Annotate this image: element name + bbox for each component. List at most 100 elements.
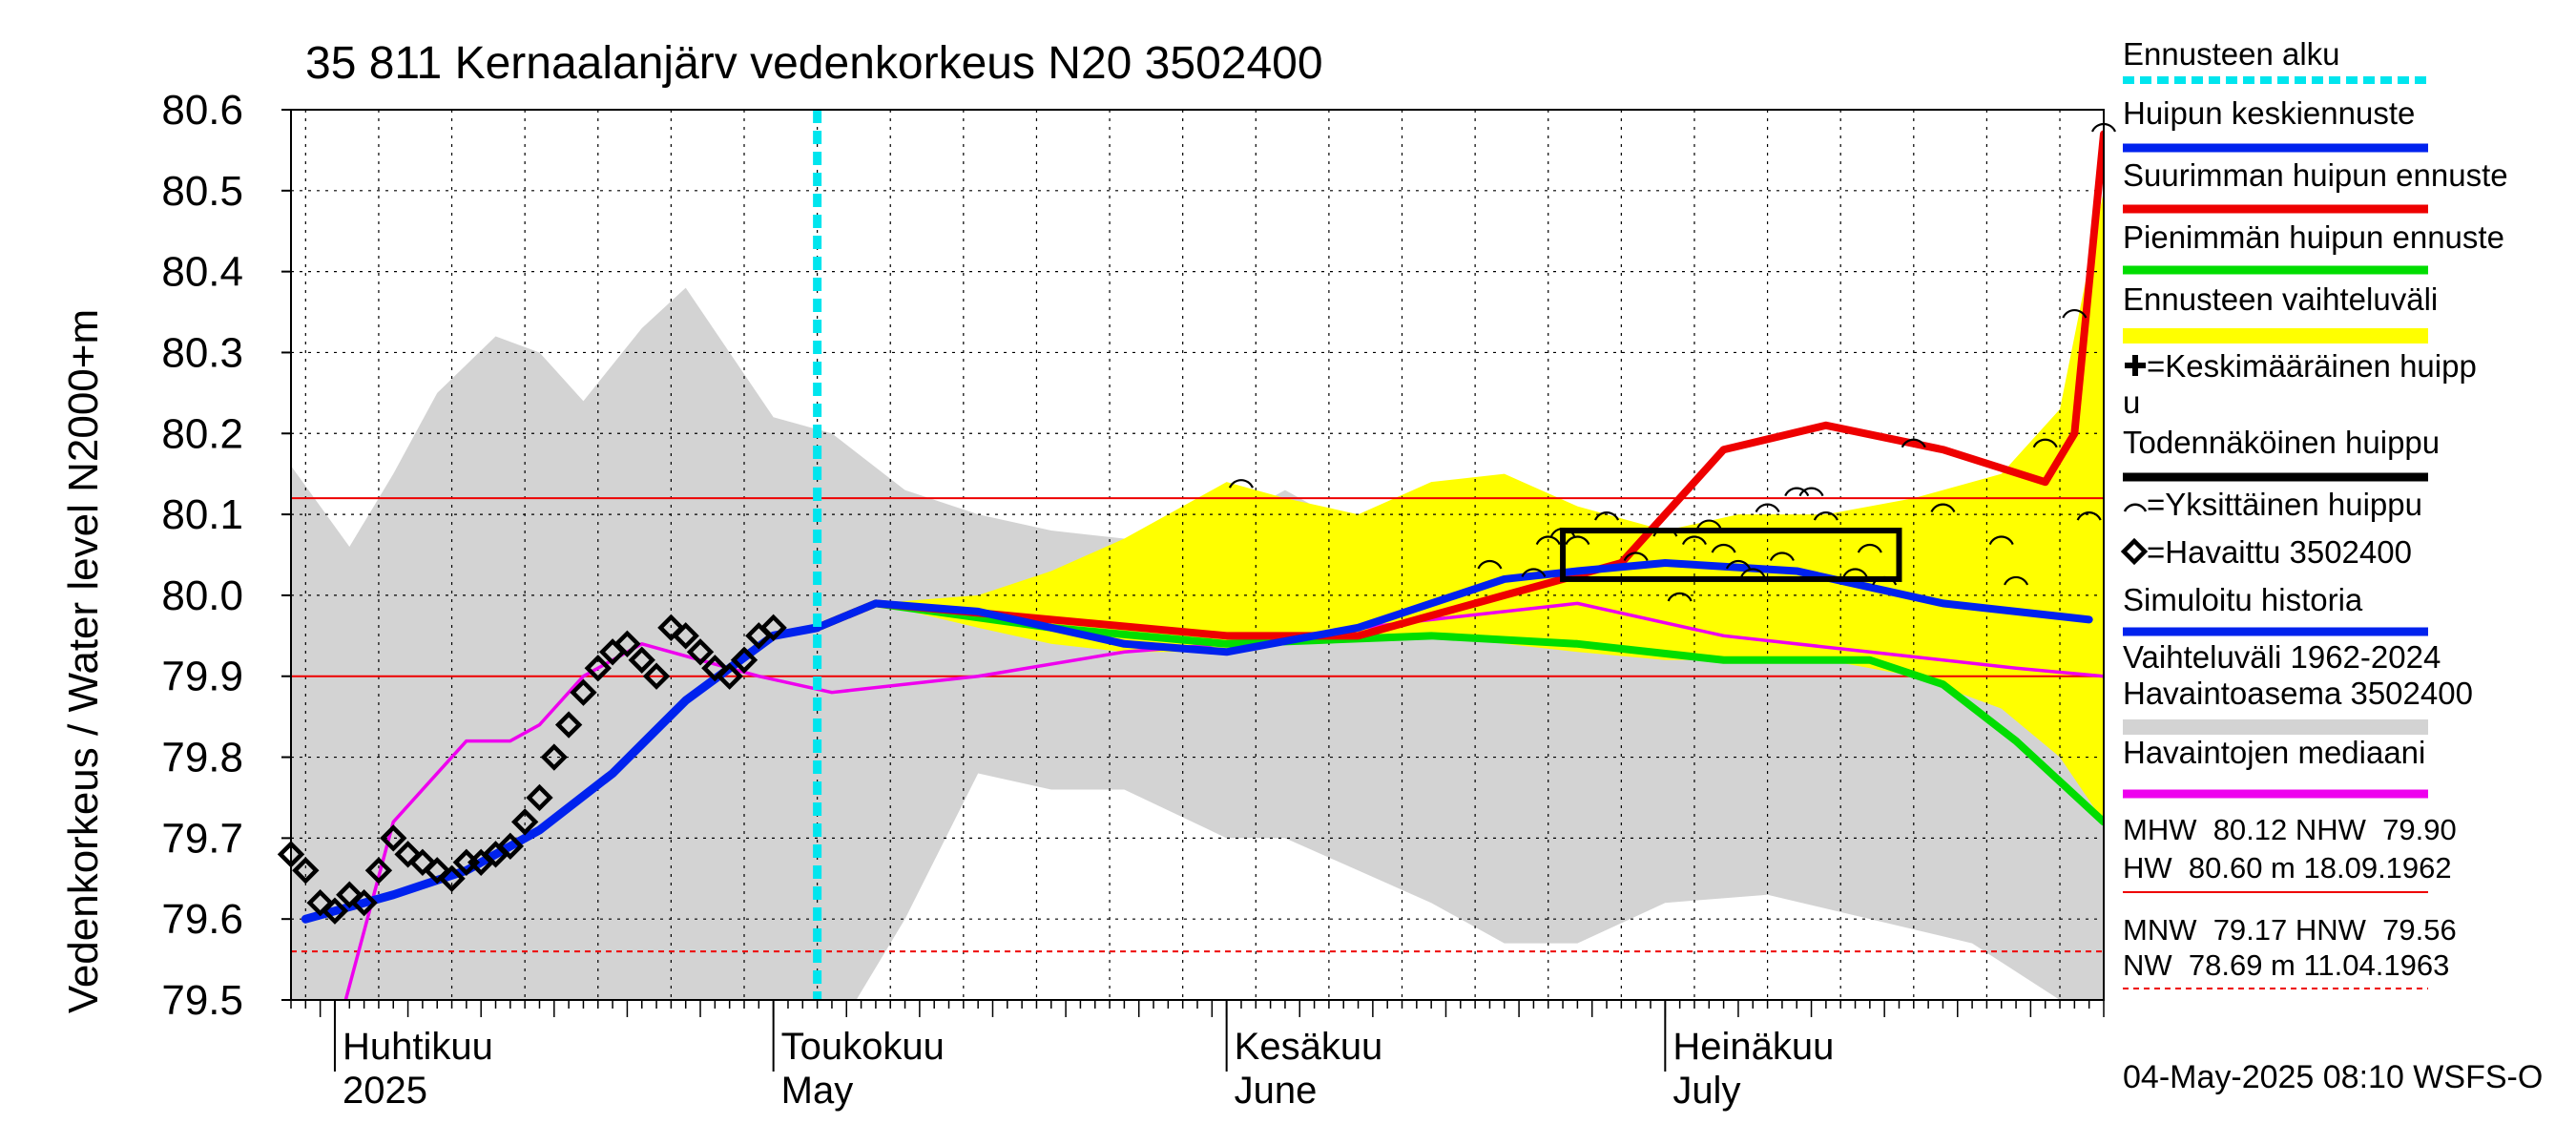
legend-label: u bbox=[2123, 385, 2140, 420]
observed-marker bbox=[394, 841, 422, 868]
forecast-range-band bbox=[817, 190, 2104, 822]
timestamp: 04-May-2025 08:10 WSFS-O bbox=[2123, 1059, 2543, 1095]
legend-label: Ennusteen vaihteluväli bbox=[2123, 281, 2438, 317]
individual-peak-marker bbox=[1477, 559, 1503, 570]
individual-peak-marker bbox=[1740, 568, 1766, 577]
stats-line: MNW 79.17 HNW 79.56 bbox=[2123, 913, 2457, 947]
y-tick-label: 80.6 bbox=[161, 87, 243, 134]
y-axis-label: Vedenkorkeus / Water level N2000+m bbox=[60, 309, 107, 1013]
observed-marker bbox=[540, 743, 568, 771]
individual-peak-marker bbox=[1535, 535, 1561, 546]
observed-marker bbox=[716, 662, 743, 690]
observed-marker bbox=[730, 646, 758, 674]
observed-marker bbox=[759, 614, 787, 642]
legend-label: Todennäköinen huippu bbox=[2123, 425, 2440, 460]
individual-peak-marker bbox=[1930, 503, 1956, 513]
observed-marker bbox=[306, 889, 334, 917]
plot-area: 79.5 79.6 79.7 79.8 79.9 80.0 80.1 80.2 80.3 80.4… bbox=[161, 87, 2117, 1112]
x-month-label-en: July bbox=[1672, 1070, 1740, 1112]
legend-swatch bbox=[2123, 719, 2428, 735]
y-tick-label: 79.6 bbox=[161, 896, 243, 943]
individual-peak-marker bbox=[1228, 479, 1254, 489]
observed-marker bbox=[350, 889, 378, 917]
max-peak-forecast-line bbox=[813, 130, 2104, 640]
x-month-label: Huhtikuu bbox=[343, 1026, 493, 1068]
x-month-label: Kesäkuu bbox=[1235, 1026, 1383, 1068]
legend-swatch bbox=[2120, 537, 2149, 566]
y-tick-label: 79.8 bbox=[161, 735, 243, 781]
individual-peak-marker bbox=[1857, 543, 1882, 553]
observed-marker bbox=[364, 857, 393, 885]
observed-marker bbox=[642, 662, 671, 690]
individual-peak-marker bbox=[1521, 568, 1547, 577]
individual-peak-marker bbox=[1842, 568, 1868, 577]
individual-peak-marker bbox=[2004, 575, 2029, 586]
y-tick-label: 79.5 bbox=[161, 977, 243, 1024]
grid bbox=[291, 109, 2104, 1001]
individual-peak-marker bbox=[2062, 309, 2088, 319]
individual-peak-marker bbox=[1711, 543, 1736, 553]
y-tick-label: 79.7 bbox=[161, 815, 243, 862]
individual-peak-marker bbox=[1798, 487, 1824, 497]
legend-label: Huipun keskiennuste bbox=[2123, 95, 2415, 131]
legend-label: =Havaittu 3502400 bbox=[2147, 534, 2412, 570]
legend: Ennusteen alku Huipun keskiennuste Suurimm… bbox=[2120, 36, 2508, 799]
individual-peak-marker bbox=[1784, 487, 1810, 497]
legend-label: Ennusteen alku bbox=[2123, 36, 2340, 72]
x-month-label-en: June bbox=[1235, 1070, 1318, 1112]
min-peak-forecast-line bbox=[813, 599, 2104, 826]
stats-line: NW 78.69 m 11.04.1963 bbox=[2123, 948, 2449, 982]
y-tick-label: 80.5 bbox=[161, 168, 243, 215]
x-month-label-en: 2025 bbox=[343, 1070, 427, 1112]
observed-marker bbox=[496, 832, 525, 861]
observed-marker bbox=[526, 783, 553, 812]
legend-label: Vaihteluväli 1962-2024 bbox=[2123, 639, 2441, 675]
y-tick-label: 80.0 bbox=[161, 572, 243, 619]
observed-marker bbox=[424, 857, 451, 885]
individual-peak-marker bbox=[1696, 519, 1722, 530]
observed-marker bbox=[672, 622, 699, 650]
probable-peak-box bbox=[1560, 528, 1902, 582]
observed-marker bbox=[336, 881, 364, 908]
stats-line: MHW 80.12 NHW 79.90 bbox=[2123, 813, 2457, 846]
statistics-block: MHW 80.12 NHW 79.90 HW 80.60 m 18.09.1962… bbox=[2123, 813, 2457, 989]
individual-peak-marker bbox=[1725, 559, 1751, 570]
observed-marker bbox=[701, 655, 729, 682]
observed-marker bbox=[292, 857, 320, 885]
observed-marker bbox=[408, 848, 437, 876]
x-month-label: Toukokuu bbox=[781, 1026, 945, 1068]
observed-marker bbox=[613, 630, 641, 657]
x-month-label: Heinäkuu bbox=[1672, 1026, 1834, 1068]
individual-peak-marker bbox=[1594, 511, 1620, 521]
legend-label: Suurimman huipun ennuste bbox=[2123, 157, 2508, 193]
individual-peak-marker bbox=[1623, 552, 1649, 562]
legend-label: Havaintojen mediaani bbox=[2123, 735, 2425, 770]
individual-peak-marker bbox=[1667, 592, 1693, 602]
individual-peak-marker bbox=[1681, 535, 1707, 546]
observed-marker bbox=[510, 808, 539, 836]
y-tick-label: 80.3 bbox=[161, 329, 243, 376]
individual-peak-marker bbox=[1988, 535, 2014, 546]
legend-swatch bbox=[2123, 503, 2148, 512]
observed-marker bbox=[584, 655, 612, 682]
legend-label: Simuloitu historia bbox=[2123, 582, 2363, 617]
legend-label: Havaintoasema 3502400 bbox=[2123, 676, 2473, 711]
individual-peak-marker bbox=[2076, 511, 2102, 521]
chart-title: 35 811 Kernaalanjärv vedenkorkeus N20 35… bbox=[305, 38, 1323, 89]
x-month-label-en: May bbox=[781, 1070, 854, 1112]
median-line bbox=[291, 601, 2104, 1000]
observed-marker bbox=[380, 824, 407, 852]
individual-peak-marker bbox=[1755, 503, 1780, 513]
individual-peak-marker bbox=[2032, 438, 2058, 448]
observed-marker bbox=[321, 897, 349, 925]
y-tick-label: 80.4 bbox=[161, 249, 243, 296]
y-tick-label: 79.9 bbox=[161, 654, 243, 700]
observed-marker bbox=[570, 678, 597, 706]
legend-label: =Keskimääräinen huipp bbox=[2147, 348, 2477, 384]
y-tick-label: 80.2 bbox=[161, 410, 243, 457]
legend-label: Pienimmän huipun ennuste bbox=[2123, 219, 2504, 255]
observed-marker bbox=[686, 638, 715, 666]
legend-swatch bbox=[2123, 328, 2428, 344]
observed-marker bbox=[438, 864, 466, 892]
